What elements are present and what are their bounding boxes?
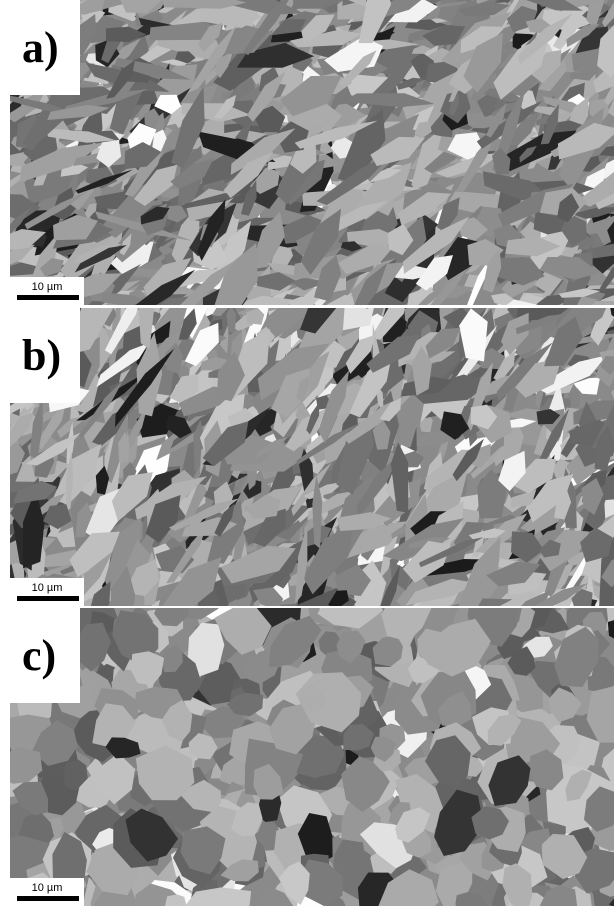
- scale-bar: [17, 295, 79, 300]
- panel-label: b): [22, 331, 61, 380]
- scale-bar-text: 10 µm: [32, 582, 63, 594]
- scale-bar-text: 10 µm: [32, 281, 63, 293]
- scale-bar: [17, 896, 79, 901]
- figure: a) 10 µm b) 10 µm c) 10 µm: [0, 0, 614, 906]
- micrograph: [0, 251, 614, 652]
- panel-label: c): [22, 631, 56, 680]
- scale-bar-text: 10 µm: [32, 882, 63, 894]
- micrograph: [0, 569, 614, 906]
- micrograph: [0, 0, 614, 339]
- panel-label: a): [22, 23, 59, 72]
- scale-bar: [17, 596, 79, 601]
- page: a)10 µmb)10 µmc)10 µm (() => { const dat…: [0, 0, 614, 906]
